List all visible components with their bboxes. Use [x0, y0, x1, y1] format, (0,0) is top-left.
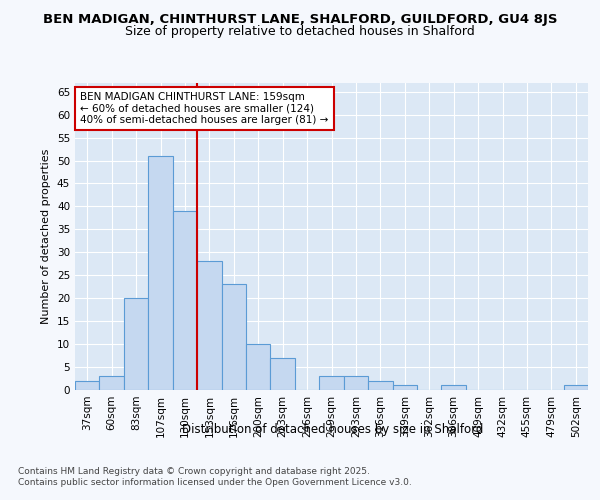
Y-axis label: Number of detached properties: Number of detached properties — [41, 148, 52, 324]
Bar — [392, 386, 417, 390]
Bar — [246, 344, 271, 390]
Text: Size of property relative to detached houses in Shalford: Size of property relative to detached ho… — [125, 25, 475, 38]
Text: Contains HM Land Registry data © Crown copyright and database right 2025.
Contai: Contains HM Land Registry data © Crown c… — [18, 468, 412, 487]
Bar — [344, 376, 368, 390]
Bar — [173, 211, 197, 390]
Bar — [100, 376, 124, 390]
Bar — [368, 381, 392, 390]
Bar — [563, 386, 588, 390]
Bar — [319, 376, 344, 390]
Bar — [271, 358, 295, 390]
Bar — [221, 284, 246, 390]
Text: Distribution of detached houses by size in Shalford: Distribution of detached houses by size … — [182, 422, 484, 436]
Text: BEN MADIGAN, CHINTHURST LANE, SHALFORD, GUILDFORD, GU4 8JS: BEN MADIGAN, CHINTHURST LANE, SHALFORD, … — [43, 12, 557, 26]
Text: BEN MADIGAN CHINTHURST LANE: 159sqm
← 60% of detached houses are smaller (124)
4: BEN MADIGAN CHINTHURST LANE: 159sqm ← 60… — [80, 92, 329, 125]
Bar — [124, 298, 148, 390]
Bar — [197, 262, 221, 390]
Bar — [148, 156, 173, 390]
Bar — [75, 381, 100, 390]
Bar — [442, 386, 466, 390]
